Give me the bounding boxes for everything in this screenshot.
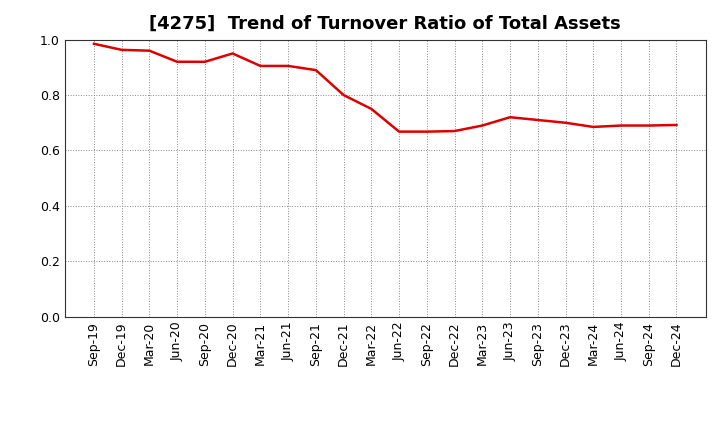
Title: [4275]  Trend of Turnover Ratio of Total Assets: [4275] Trend of Turnover Ratio of Total … <box>149 15 621 33</box>
